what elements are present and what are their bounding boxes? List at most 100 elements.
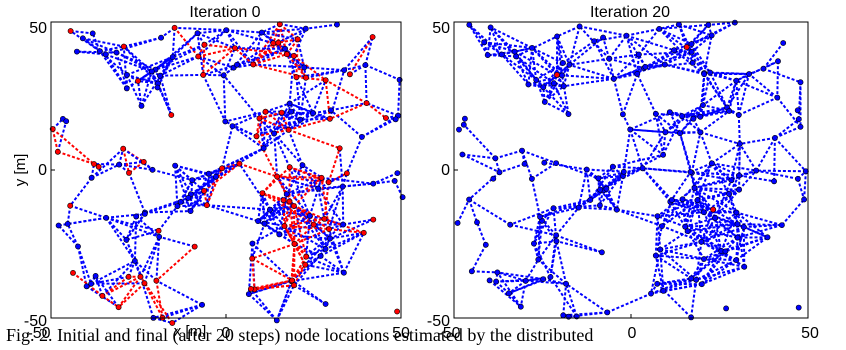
network-link [686,199,699,232]
network-node [660,151,666,158]
network-link [290,264,306,282]
network-link [126,56,174,76]
network-link [544,85,565,103]
network-link [299,77,307,120]
network-link [471,270,498,274]
network-link [602,37,611,59]
network-link [612,153,664,168]
network-node [606,55,613,62]
network-node [289,277,295,284]
network-link [125,74,143,107]
network-node [171,24,178,31]
network-node [140,158,147,165]
network-link [509,223,557,237]
network-link [645,63,665,68]
network-node [89,30,96,37]
network-node [662,129,669,136]
network-node [64,220,71,227]
network-link [191,162,240,182]
network-link [115,52,128,89]
network-node [392,116,399,123]
network-link [293,264,307,286]
network-link [343,64,366,72]
network-node [656,25,663,32]
network-link [123,36,162,48]
panel-iteration-0: Iteration 0 50 0 -50 -50 0 50 x [m] y [m… [12,4,410,342]
network-node [736,172,742,179]
network-link [737,73,751,116]
network-node [276,231,283,238]
network-link [279,23,299,41]
network-link [563,77,614,88]
network-link [94,275,120,308]
network-link [343,36,374,71]
network-node [133,213,140,220]
network-node [340,221,347,228]
network-link [261,31,298,41]
network-node [736,186,742,193]
network-link [621,73,639,115]
network-node [177,198,184,205]
network-link [67,216,107,225]
network-link [490,26,533,49]
network-node [553,232,559,239]
network-node [153,277,160,284]
network-node [203,202,210,209]
network-nodes-left [49,21,406,326]
network-node [137,273,144,280]
network-link [650,278,697,295]
network-link [77,246,93,285]
network-link [155,43,205,71]
network-node [764,234,771,241]
network-link [221,125,234,169]
network-link [695,258,705,281]
network-link [608,58,615,80]
network-link [312,224,327,250]
network-link [276,175,329,184]
network-link [292,205,308,257]
network-link [626,27,660,37]
network-link [687,223,738,233]
network-link [699,110,730,134]
network-node [684,228,691,234]
network-link [691,34,713,53]
network-link [599,175,624,191]
network-link [537,258,567,285]
network-node [712,214,718,221]
network-link [308,177,323,217]
network-link [578,206,617,211]
network-link [532,216,541,244]
network-link [104,53,128,89]
network-link [329,238,345,274]
network-node [459,151,466,158]
network-link [468,24,503,56]
network-link [499,162,525,174]
network-node [597,186,604,193]
network-link [373,179,395,185]
network-link [514,50,558,76]
network-link [234,47,288,56]
network-node [291,240,298,247]
network-link [690,43,711,74]
network-node [519,147,525,154]
network-node [391,177,398,184]
network-node [613,206,620,213]
network-link [762,42,784,70]
network-node [285,126,292,133]
network-link [222,75,227,122]
network-link [537,234,557,261]
network-link [650,283,702,295]
network-link [594,34,627,43]
network-link [693,162,713,189]
network-link [524,259,540,282]
network-node [148,68,155,75]
network-link [137,74,161,82]
network-link [293,223,315,245]
network-link [606,292,652,314]
network-node [334,21,340,28]
network-link [222,74,261,120]
network-node [280,197,287,203]
network-link [82,37,124,48]
network-link [128,172,146,213]
network-node [382,115,389,121]
